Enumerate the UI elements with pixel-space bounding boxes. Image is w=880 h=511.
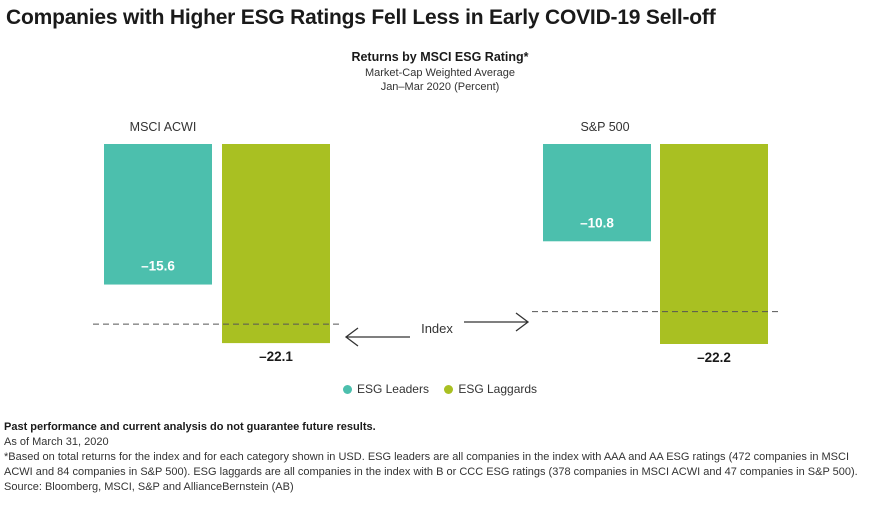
footnotes: Past performance and current analysis do… <box>4 420 874 495</box>
legend-label-leaders: ESG Leaders <box>356 382 429 396</box>
chart-title: Returns by MSCI ESG Rating* <box>351 50 529 64</box>
disclaimer: Past performance and current analysis do… <box>4 421 376 433</box>
as-of-date: As of March 31, 2020 <box>4 436 109 448</box>
category-label: S&P 500 <box>580 120 629 134</box>
bar-value-label: –15.6 <box>141 259 175 274</box>
legend-label-laggards: ESG Laggards <box>458 382 538 396</box>
category-label: MSCI ACWI <box>130 120 197 134</box>
arrow-left-icon <box>344 327 410 347</box>
chart-subtitle: Market-Cap Weighted Average <box>364 67 515 79</box>
leaders-swatch <box>342 384 352 394</box>
methodology-note: *Based on total returns for the index an… <box>4 451 858 478</box>
bar-esg-laggards <box>660 144 768 344</box>
bar-value-label: –22.1 <box>259 349 293 364</box>
legend-item-leaders: ESG Leaders <box>342 382 429 396</box>
bar-chart: MSCI ACWI –15.6 –22.1 S&P 500 –10.8 –22.2 Inde… <box>93 120 780 365</box>
bar-esg-leaders <box>104 144 212 285</box>
chart-period: Jan–Mar 2020 (Percent) <box>380 81 500 93</box>
bar-esg-laggards <box>222 144 330 344</box>
bar-value-label: –22.2 <box>697 350 731 365</box>
bar-esg-leaders <box>543 144 651 242</box>
page-title: Companies with Higher ESG Ratings Fell L… <box>6 6 716 29</box>
index-label: Index <box>421 321 453 336</box>
legend-item-laggards: ESG Laggards <box>444 382 537 396</box>
source-note: Source: Bloomberg, MSCI, S&P and Allianc… <box>4 481 294 493</box>
arrow-right-icon <box>464 312 530 332</box>
legend: ESG Leaders ESG Laggards <box>0 382 880 397</box>
laggards-swatch <box>444 384 454 394</box>
bar-value-label: –10.8 <box>580 215 614 230</box>
